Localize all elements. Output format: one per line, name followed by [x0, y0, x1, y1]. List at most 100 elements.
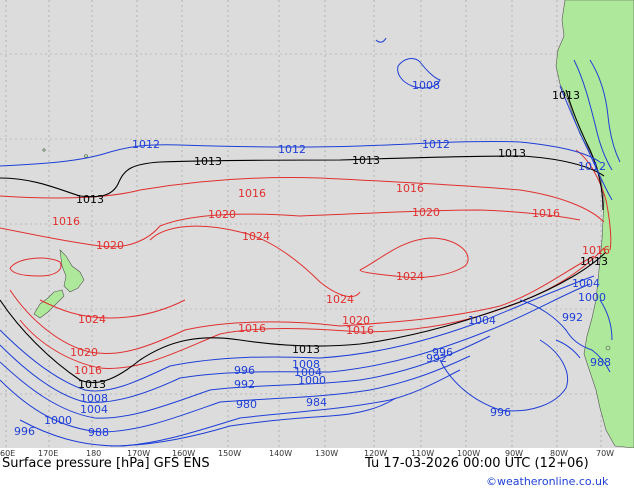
isobar-label: 1024 — [326, 293, 354, 306]
longitude-tick: 170W — [127, 449, 150, 458]
isobar-label: 1016 — [74, 364, 102, 377]
longitude-tick: 60E — [0, 449, 15, 458]
isobar-label: 996 — [14, 425, 35, 438]
isobar-label: 1004 — [468, 314, 496, 327]
isobar-label: 1013 — [194, 155, 222, 168]
isobar-1004-south — [0, 283, 591, 403]
isobar-label: 1024 — [242, 230, 270, 243]
isobar-1016-north — [0, 177, 605, 223]
isobar-label: 1013 — [292, 343, 320, 356]
longitude-tick: 110W — [411, 449, 434, 458]
isobar-1024-south — [39, 299, 186, 319]
isobar-1008-contour — [375, 37, 387, 43]
isobar-label: 1024 — [396, 270, 424, 283]
credit-link[interactable]: ©weatheronline.co.uk — [486, 475, 609, 488]
isobar-label: 1013 — [352, 154, 380, 167]
isobar-label: 1004 — [294, 366, 322, 379]
isobar-labels: 1012 1012 1012 1012 1008 1008 1008 1004 … — [14, 79, 611, 439]
isobar-996-south — [0, 355, 471, 433]
island-dot — [42, 148, 46, 152]
isobar-988-south — [109, 397, 397, 447]
isobar-label: 996 — [234, 364, 255, 377]
isobar-label: 996 — [490, 406, 511, 419]
isobar-1016-coast — [575, 149, 612, 251]
isobar-label: 1012 — [578, 160, 606, 173]
land-masses — [33, 0, 634, 449]
isobar-label: 1024 — [78, 313, 106, 326]
isobar-label: 996 — [432, 346, 453, 359]
isobar-label: 1013 — [552, 89, 580, 102]
isobar-label: 1008 — [292, 358, 320, 371]
isobar-label: 988 — [88, 426, 109, 439]
isobar-label: 1004 — [80, 403, 108, 416]
isobar-label: 1016 — [346, 324, 374, 337]
isobar-label: 1020 — [342, 314, 370, 327]
isobar-1000-low — [439, 339, 568, 412]
isobar-label: 1020 — [208, 208, 236, 221]
isobar-label: 1016 — [52, 215, 80, 228]
isobar-label: 992 — [426, 352, 447, 365]
footer-strip — [0, 448, 634, 490]
isobar-1000-far-south — [555, 339, 581, 359]
isobar-1024-east — [359, 237, 469, 279]
longitude-tick: 150W — [218, 449, 241, 458]
isobar-label: 1013 — [498, 147, 526, 160]
isobar-label: 980 — [236, 398, 257, 411]
isobar-1004-far-east — [599, 299, 613, 341]
isobar-1024-nz — [9, 257, 62, 277]
isobar-996-low — [519, 299, 611, 373]
longitude-tick: 130W — [315, 449, 338, 458]
isobar-label: 1000 — [298, 374, 326, 387]
isobar-1020-south — [9, 255, 595, 355]
isobar-label: 1016 — [238, 187, 266, 200]
longitude-axis: 60E 170E 180 170W 160W 150W 140W 130W 12… — [0, 449, 614, 458]
isobar-992-south — [19, 369, 461, 447]
isobar-label: 1000 — [578, 291, 606, 304]
isobar-1024-west — [149, 225, 361, 298]
isobar-1008-south — [0, 275, 595, 392]
valid-time: Tu 17-03-2026 00:00 UTC (12+06) — [364, 456, 589, 471]
longitude-tick: 140W — [269, 449, 292, 458]
isobar-label: 992 — [562, 311, 583, 324]
isobar-1008-closed — [397, 58, 441, 89]
isobar-label: 1000 — [44, 414, 72, 427]
map-caption: Surface pressure [hPa] GFS ENS — [2, 456, 210, 471]
longitude-tick: 90W — [505, 449, 523, 458]
isobar-label: 1008 — [80, 392, 108, 405]
island-dot — [605, 345, 611, 351]
isobar-1000-east — [559, 85, 613, 201]
longitude-tick: 180 — [86, 449, 101, 458]
isobar-label: 1016 — [238, 322, 266, 335]
isobar-label: 1016 — [532, 207, 560, 220]
isobar-label: 1008 — [412, 79, 440, 92]
isobar-1013-north — [0, 155, 605, 198]
reference-isobars — [0, 89, 607, 384]
isobar-1008-east — [589, 59, 621, 163]
isobar-1012-north — [0, 140, 601, 167]
isobar-1000-south — [0, 335, 491, 419]
isobar-label: 1013 — [78, 378, 106, 391]
isobar-label: 1020 — [96, 239, 124, 252]
isobar-label: 1013 — [580, 255, 608, 268]
longitude-tick: 170E — [38, 449, 58, 458]
lat-lon-grid — [0, 0, 634, 448]
isobar-1013-coast — [565, 89, 604, 211]
low-pressure-isobars — [0, 37, 621, 447]
island-dot — [84, 154, 88, 158]
isobar-label: 1004 — [572, 277, 600, 290]
longitude-tick: 80W — [550, 449, 568, 458]
longitude-tick: 100W — [457, 449, 480, 458]
isobar-label: 988 — [590, 356, 611, 369]
isobar-label: 1012 — [132, 138, 160, 151]
isobar-1004-east — [573, 59, 613, 171]
longitude-tick: 70W — [596, 449, 614, 458]
isobar-label: 1013 — [76, 193, 104, 206]
isobar-label: 992 — [234, 378, 255, 391]
isobar-label: 1020 — [70, 346, 98, 359]
new-zealand-north-island — [59, 249, 85, 293]
isobar-label: 1016 — [582, 244, 610, 257]
longitude-tick: 120W — [364, 449, 387, 458]
isobar-label: 1012 — [278, 143, 306, 156]
isobar-label: 1020 — [412, 206, 440, 219]
